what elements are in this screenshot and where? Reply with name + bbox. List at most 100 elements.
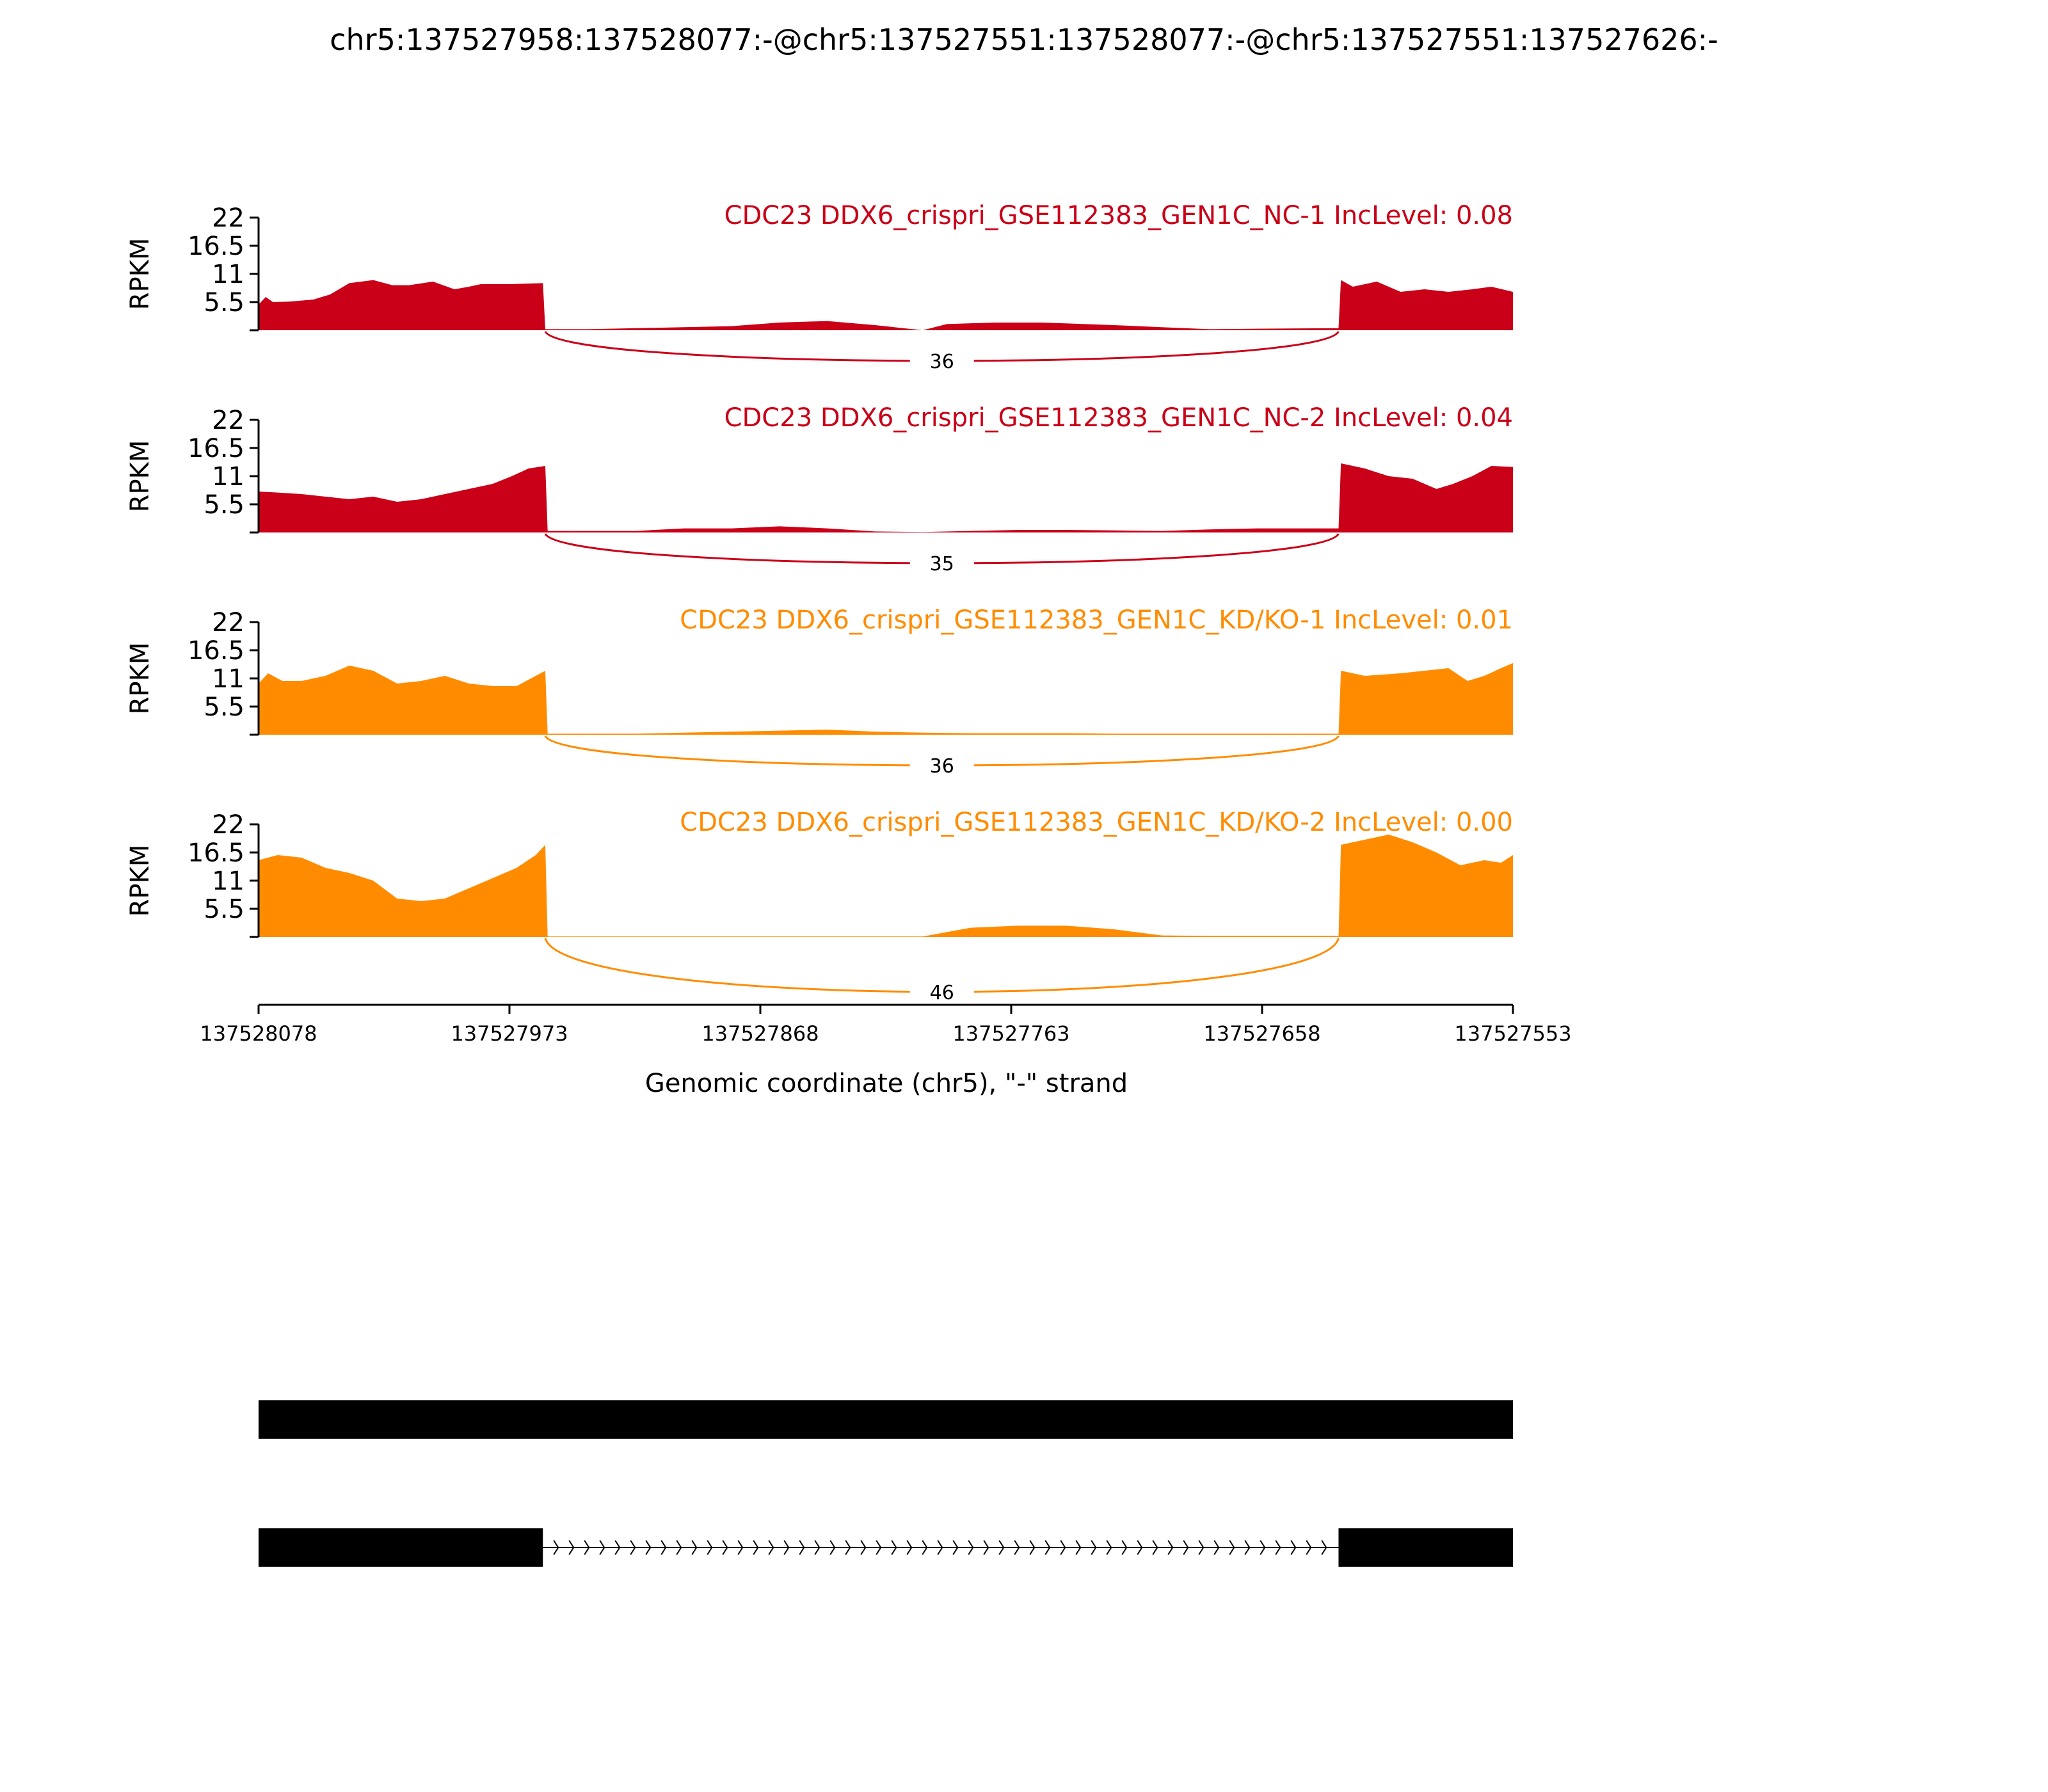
strand-arrow-icon bbox=[753, 1540, 759, 1555]
junction-count: 36 bbox=[930, 755, 954, 778]
strand-arrow-icon bbox=[968, 1540, 974, 1555]
strand-arrow-icon bbox=[614, 1540, 621, 1555]
strand-arrow-icon bbox=[983, 1540, 989, 1555]
strand-arrow-icon bbox=[737, 1540, 744, 1555]
junction-label-bg bbox=[909, 754, 974, 777]
coverage-area bbox=[259, 835, 1513, 937]
x-tick-label: 137527763 bbox=[952, 1021, 1069, 1046]
strand-arrow-icon bbox=[799, 1540, 805, 1555]
x-tick-label: 137527973 bbox=[451, 1021, 568, 1046]
strand-arrow-icon bbox=[1152, 1540, 1158, 1555]
strand-arrow-icon bbox=[584, 1540, 590, 1555]
y-tick-label: 11 bbox=[212, 462, 244, 492]
y-tick-label: 11 bbox=[212, 260, 244, 289]
y-tick-label: 5.5 bbox=[204, 288, 244, 317]
strand-arrow-icon bbox=[1183, 1540, 1189, 1555]
strand-arrow-icon bbox=[1321, 1540, 1327, 1555]
junction-label-bg bbox=[909, 980, 974, 1004]
gene-model-inclusion-isoform bbox=[259, 1400, 1513, 1439]
strand-arrow-icon bbox=[1244, 1540, 1251, 1555]
figure-title: chr5:137527958:137528077:-@chr5:13752755… bbox=[330, 22, 1718, 57]
junction-count: 35 bbox=[930, 553, 954, 575]
exon-block bbox=[259, 1528, 543, 1567]
panel-label: CDC23 DDX6_crispri_GSE112383_GEN1C_NC-2 … bbox=[724, 403, 1513, 433]
strand-arrow-icon bbox=[1106, 1540, 1112, 1555]
junction-count: 36 bbox=[930, 351, 954, 373]
strand-arrow-icon bbox=[922, 1540, 928, 1555]
strand-arrow-icon bbox=[1137, 1540, 1143, 1555]
strand-arrow-icon bbox=[553, 1540, 559, 1555]
strand-arrow-icon bbox=[676, 1540, 682, 1555]
strand-arrow-icon bbox=[1121, 1540, 1128, 1555]
y-tick-label: 11 bbox=[212, 867, 244, 896]
strand-arrow-icon bbox=[1029, 1540, 1036, 1555]
strand-arrow-icon bbox=[1044, 1540, 1051, 1555]
strand-arrow-icon bbox=[1275, 1540, 1281, 1555]
y-tick-label: 22 bbox=[212, 204, 244, 233]
y-tick-label: 22 bbox=[212, 608, 244, 637]
strand-arrow-icon bbox=[707, 1540, 713, 1555]
strand-arrow-icon bbox=[906, 1540, 913, 1555]
strand-arrow-icon bbox=[845, 1540, 851, 1555]
coverage-area bbox=[259, 463, 1513, 532]
strand-arrow-icon bbox=[1290, 1540, 1297, 1555]
strand-arrow-icon bbox=[860, 1540, 867, 1555]
x-tick-label: 137527868 bbox=[701, 1021, 819, 1046]
strand-arrow-icon bbox=[1167, 1540, 1174, 1555]
strand-arrow-icon bbox=[891, 1540, 897, 1555]
x-axis-label: Genomic coordinate (chr5), "-" strand bbox=[645, 1069, 1128, 1098]
junction-label-bg bbox=[909, 552, 974, 575]
y-tick-label: 5.5 bbox=[204, 490, 244, 520]
strand-arrow-icon bbox=[876, 1540, 882, 1555]
y-tick-label: 16.5 bbox=[188, 838, 244, 868]
strand-arrow-icon bbox=[998, 1540, 1005, 1555]
strand-arrow-icon bbox=[937, 1540, 943, 1555]
gene-model-skipping-isoform bbox=[259, 1528, 1513, 1567]
coverage-area bbox=[259, 663, 1513, 735]
strand-arrow-icon bbox=[1306, 1540, 1312, 1555]
y-tick-label: 16.5 bbox=[188, 232, 244, 261]
strand-arrow-icon bbox=[630, 1540, 636, 1555]
strand-arrow-icon bbox=[568, 1540, 575, 1555]
junction-label-bg bbox=[909, 349, 974, 372]
gene-model-track bbox=[259, 1400, 1513, 1567]
strand-arrow-icon bbox=[1229, 1540, 1235, 1555]
strand-arrow-icon bbox=[1014, 1540, 1020, 1555]
strand-arrow-icon bbox=[768, 1540, 774, 1555]
strand-arrow-icon bbox=[1260, 1540, 1266, 1555]
strand-arrow-icon bbox=[783, 1540, 790, 1555]
strand-arrow-icon bbox=[1075, 1540, 1082, 1555]
y-tick-label: 11 bbox=[212, 664, 244, 694]
panel-label: CDC23 DDX6_crispri_GSE112383_GEN1C_NC-1 … bbox=[724, 201, 1513, 230]
strand-arrow-icon bbox=[952, 1540, 959, 1555]
y-tick-label: 22 bbox=[212, 406, 244, 435]
panel-label: CDC23 DDX6_crispri_GSE112383_GEN1C_KD/KO… bbox=[680, 808, 1513, 837]
y-tick-label: 16.5 bbox=[188, 434, 244, 463]
strand-arrow-icon bbox=[645, 1540, 652, 1555]
strand-arrow-icon bbox=[722, 1540, 728, 1555]
y-axis-label: RPKM bbox=[125, 643, 155, 715]
strand-arrow-icon bbox=[660, 1540, 667, 1555]
strand-arrow-icon bbox=[599, 1540, 605, 1555]
strand-arrow-icon bbox=[1060, 1540, 1066, 1555]
y-tick-label: 5.5 bbox=[204, 692, 244, 722]
coverage-area bbox=[259, 280, 1513, 330]
x-tick-label: 137528078 bbox=[200, 1021, 317, 1046]
y-tick-label: 16.5 bbox=[188, 636, 244, 666]
exon-block bbox=[259, 1400, 1513, 1439]
junction-count: 46 bbox=[930, 982, 954, 1004]
strand-arrow-icon bbox=[1213, 1540, 1220, 1555]
y-axis-label: RPKM bbox=[125, 238, 155, 310]
y-axis-label: RPKM bbox=[125, 845, 155, 917]
y-axis-label: RPKM bbox=[125, 440, 155, 513]
strand-arrow-icon bbox=[691, 1540, 698, 1555]
strand-arrow-icon bbox=[1091, 1540, 1097, 1555]
strand-arrow-icon bbox=[814, 1540, 820, 1555]
x-tick-label: 137527553 bbox=[1454, 1021, 1571, 1046]
x-tick-label: 137527658 bbox=[1203, 1021, 1320, 1046]
